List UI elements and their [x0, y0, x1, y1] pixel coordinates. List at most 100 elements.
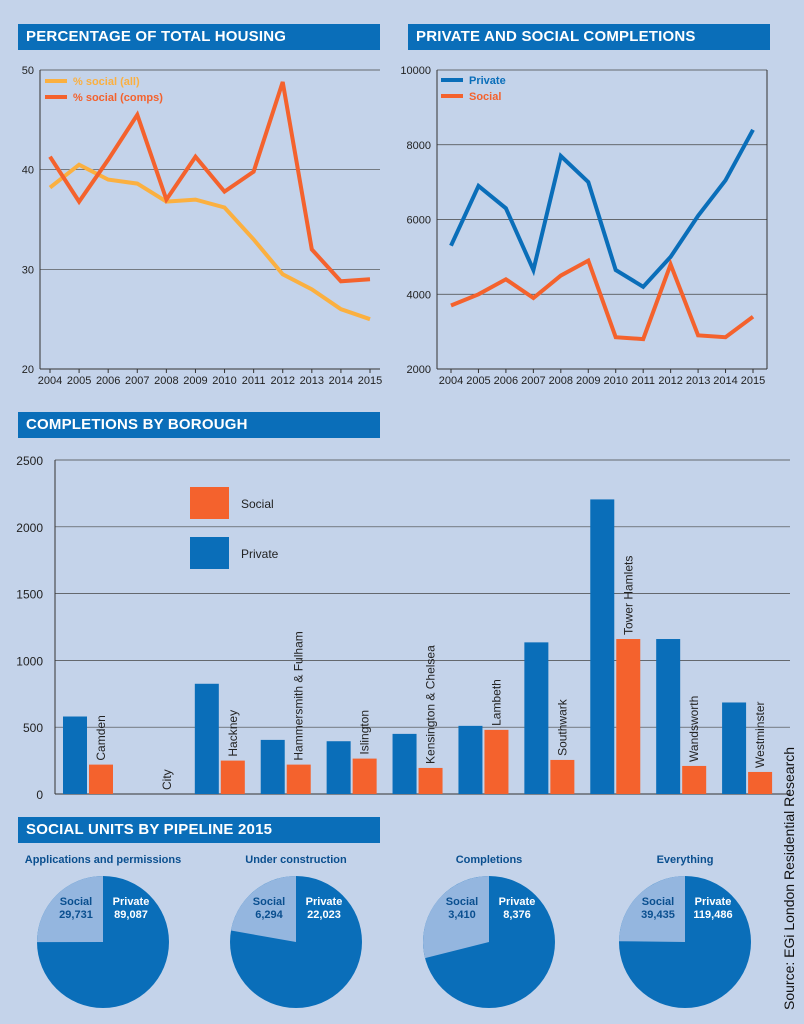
legend-label-social-comps: % social (comps) — [73, 92, 163, 104]
x-tick-label: 2004 — [38, 375, 62, 387]
x-tick-label: 2008 — [154, 375, 178, 387]
bar-social-southwark — [550, 759, 575, 794]
category-label-camden: Camden — [94, 715, 108, 760]
bar-private-tower-hamlets — [590, 499, 615, 794]
category-label-tower-hamlets: Tower Hamlets — [621, 556, 635, 635]
y-tick-label: 6000 — [407, 215, 431, 227]
x-tick-label: 2011 — [631, 375, 655, 387]
legend-swatch-private — [190, 537, 229, 569]
x-tick-label: 2005 — [466, 375, 490, 387]
x-tick-label: 2009 — [576, 375, 600, 387]
x-tick-label: 2011 — [242, 375, 266, 387]
x-tick-label: 2015 — [741, 375, 765, 387]
legend-label-private: Private — [241, 547, 279, 561]
x-tick-label: 2006 — [96, 375, 120, 387]
category-label-islington: Islington — [358, 710, 372, 755]
x-tick-label: 2014 — [713, 375, 737, 387]
x-tick-label: 2010 — [212, 375, 236, 387]
pie-social-value: 39,435 — [641, 909, 675, 921]
category-label-hackney: Hackney — [226, 710, 240, 757]
bar-private-kensington-chelsea — [392, 733, 417, 794]
pie-private-label: Private — [695, 896, 732, 908]
pie-title-completions: Completions — [456, 854, 523, 866]
category-label-kensington-chelsea: Kensington & Chelsea — [424, 645, 438, 764]
x-tick-label: 2015 — [358, 375, 382, 387]
pie-slice-social-under-construction — [231, 876, 296, 942]
legend-label-private: Private — [469, 75, 506, 87]
bar-social-hammersmith-fulham — [286, 764, 311, 794]
series-line-private — [449, 128, 755, 290]
bar-social-camden — [89, 764, 113, 794]
source-note: Source: EGi London Residential Research — [781, 746, 797, 1010]
pie-slice-social-completions — [422, 876, 489, 959]
pie-title-applications-and-permissions: Applications and permissions — [25, 854, 181, 866]
bar-social-hackney — [220, 760, 245, 794]
y-tick-label: 0 — [36, 788, 43, 802]
pie-title-everything: Everything — [657, 854, 714, 866]
x-tick-label: 2012 — [270, 375, 294, 387]
title-social-units-by-pipeline: SOCIAL UNITS BY PIPELINE 2015 — [18, 817, 380, 843]
pie-social-label: Social — [60, 896, 92, 908]
bar-social-islington — [352, 758, 377, 794]
title-completions-by-borough: COMPLETIONS BY BOROUGH — [18, 412, 380, 438]
category-label-lambeth: Lambeth — [489, 679, 503, 726]
y-tick-label: 500 — [23, 721, 43, 735]
bar-private-camden — [63, 716, 87, 794]
x-tick-label: 2014 — [329, 375, 353, 387]
y-tick-label: 30 — [22, 264, 34, 276]
x-tick-label: 2004 — [439, 375, 463, 387]
category-label-hammersmith-fulham: Hammersmith & Fulham — [292, 631, 306, 760]
pie-private-value: 119,486 — [693, 909, 732, 921]
y-tick-label: 40 — [22, 165, 34, 177]
y-tick-label: 20 — [22, 364, 34, 376]
series-line-social-all — [48, 162, 371, 322]
y-tick-label: 8000 — [407, 140, 431, 152]
title-percentage-of-total-housing: PERCENTAGE OF TOTAL HOUSING — [18, 24, 380, 50]
x-tick-label: 2005 — [67, 375, 91, 387]
y-tick-label: 1500 — [16, 588, 43, 602]
y-tick-label: 4000 — [407, 289, 431, 301]
bar-social-kensington-chelsea — [418, 767, 443, 794]
y-tick-label: 50 — [22, 65, 34, 77]
y-tick-label: 2000 — [407, 364, 431, 376]
bar-private-hammersmith-fulham — [260, 739, 285, 794]
pie-private-value: 22,023 — [307, 909, 341, 921]
bar-social-lambeth — [484, 729, 509, 794]
y-tick-label: 10000 — [400, 65, 431, 77]
bar-private-islington — [326, 741, 351, 794]
y-tick-label: 2500 — [16, 454, 43, 468]
bar-private-hackney — [194, 683, 219, 794]
pie-social-label: Social — [642, 896, 674, 908]
x-tick-label: 2007 — [521, 375, 545, 387]
x-tick-label: 2007 — [125, 375, 149, 387]
series-line-social — [450, 257, 755, 342]
bar-social-tower-hamlets — [616, 639, 641, 794]
bar-private-westminster — [722, 702, 747, 794]
pie-social-value: 29,731 — [59, 909, 93, 921]
category-label-wandsworth: Wandsworth — [687, 696, 701, 762]
pie-slice-social-everything — [619, 876, 685, 942]
pie-private-label: Private — [499, 896, 536, 908]
legend-label-social: Social — [469, 91, 501, 103]
x-tick-label: 2013 — [300, 375, 324, 387]
bar-social-wandsworth — [682, 765, 707, 794]
pie-private-value: 89,087 — [114, 909, 148, 921]
pie-social-value: 3,410 — [448, 909, 476, 921]
x-tick-label: 2006 — [494, 375, 518, 387]
legend-label-social-all: % social (all) — [73, 76, 140, 88]
pie-social-value: 6,294 — [255, 909, 283, 921]
bar-private-wandsworth — [656, 639, 681, 794]
title-private-and-social-completions: PRIVATE AND SOCIAL COMPLETIONS — [408, 24, 770, 50]
y-tick-label: 1000 — [16, 654, 43, 668]
bar-private-lambeth — [458, 725, 483, 794]
pie-private-value: 8,376 — [503, 909, 531, 921]
pie-social-label: Social — [253, 896, 285, 908]
legend-label-social: Social — [241, 497, 274, 511]
x-tick-label: 2013 — [686, 375, 710, 387]
x-tick-label: 2010 — [603, 375, 627, 387]
bar-social-westminster — [748, 771, 773, 794]
pie-private-label: Private — [113, 896, 150, 908]
bar-private-southwark — [524, 642, 549, 794]
category-label-westminster: Westminster — [753, 701, 767, 767]
